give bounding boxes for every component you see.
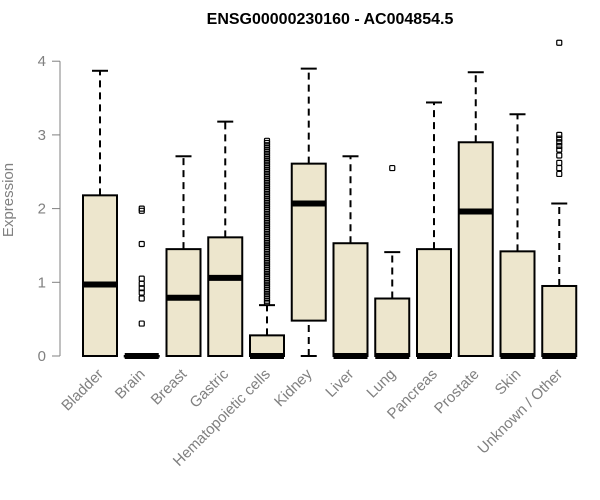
- box-rect-7: [374, 297, 411, 358]
- box-7: [374, 164, 411, 359]
- box-rect-2: [165, 248, 202, 357]
- chart-title: ENSG00000230160 - AC004854.5: [207, 11, 454, 28]
- outlier-11-8: [556, 164, 563, 172]
- box-3: [207, 120, 244, 357]
- box-11: [541, 39, 578, 359]
- x-label-7: Lung: [363, 366, 399, 402]
- y-axis-label: Expression: [0, 163, 17, 237]
- box-rect-11: [541, 284, 578, 357]
- outlier-1-7: [138, 295, 145, 302]
- outlier-11-7: [556, 159, 563, 167]
- x-label-5: Kidney: [271, 365, 316, 410]
- x-label-2: Breast: [148, 365, 191, 408]
- box-9: [457, 71, 494, 357]
- outlier-11-1: [556, 131, 563, 138]
- outlier-4-73: [263, 137, 271, 144]
- x-label-1: Brain: [112, 366, 149, 403]
- x-label-9: Prostate: [431, 366, 483, 418]
- outlier-1-8: [138, 320, 145, 327]
- box-5: [290, 67, 327, 357]
- outlier-11-9: [556, 170, 563, 178]
- outlier-11-4: [556, 142, 563, 150]
- x-label-0: Bladder: [58, 366, 107, 415]
- box-1: [123, 205, 160, 359]
- box-8: [416, 101, 452, 359]
- outlier-11-2: [556, 135, 563, 142]
- outlier-11-0: [556, 39, 563, 46]
- box-rect-8: [416, 248, 452, 357]
- outlier-1-3: [138, 275, 145, 282]
- box-10: [499, 113, 536, 359]
- y-tick-label-4: 4: [38, 53, 46, 70]
- box-2: [165, 155, 202, 357]
- box-rect-3: [207, 236, 244, 357]
- y-tick-label-0: 0: [38, 348, 46, 365]
- outlier-1-1: [138, 207, 145, 214]
- box-4: [249, 137, 285, 359]
- box-rect-9: [457, 141, 494, 357]
- x-label-6: Liver: [322, 366, 357, 401]
- y-tick-label-3: 3: [38, 127, 46, 144]
- boxes-group: [82, 39, 578, 359]
- box-rect-5: [290, 162, 327, 322]
- outlier-1-2: [138, 240, 145, 248]
- y-tick-label-2: 2: [38, 201, 46, 218]
- box-rect-6: [332, 242, 369, 357]
- box-rect-10: [499, 250, 536, 357]
- y-tick-label-1: 1: [38, 274, 46, 291]
- outlier-7-0: [389, 164, 396, 172]
- box-rect-0: [82, 194, 118, 357]
- outlier-11-6: [556, 152, 563, 159]
- x-label-10: Skin: [492, 366, 525, 399]
- y-axis: 0 1 2 3 4: [38, 53, 61, 365]
- box-0: [82, 69, 118, 357]
- outlier-11-5: [556, 146, 563, 153]
- box-6: [332, 155, 369, 359]
- outlier-11-3: [556, 139, 563, 146]
- outlier-1-6: [138, 289, 145, 296]
- box-rect-4: [249, 334, 285, 358]
